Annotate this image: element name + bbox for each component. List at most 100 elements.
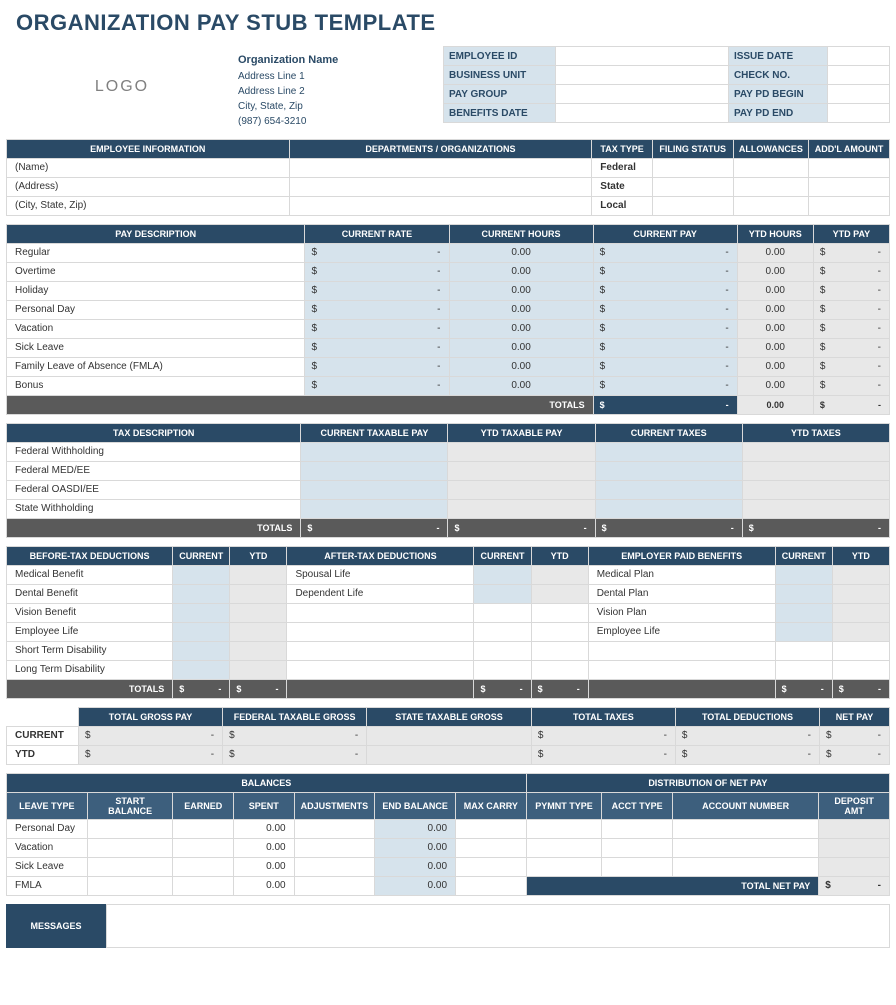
ded-ytd bbox=[230, 565, 287, 584]
ded-cur bbox=[474, 641, 531, 660]
taxtype-cell: Federal bbox=[592, 158, 653, 177]
pay-desc: Overtime bbox=[7, 262, 305, 281]
bal-earned bbox=[173, 819, 234, 838]
col-header: ADJUSTMENTS bbox=[294, 792, 375, 819]
ded-ytd bbox=[531, 584, 588, 603]
ded-ytd bbox=[531, 641, 588, 660]
logo-placeholder: LOGO bbox=[6, 46, 238, 129]
col-header: TOTAL DEDUCTIONS bbox=[675, 707, 819, 726]
ded-cur bbox=[173, 584, 230, 603]
summary-table: TOTAL GROSS PAYFEDERAL TAXABLE GROSSSTAT… bbox=[6, 707, 890, 765]
pay-total-ytdp: - bbox=[813, 395, 889, 414]
taxtype-cell: State bbox=[592, 177, 653, 196]
ded-ytd bbox=[832, 641, 889, 660]
ded-ytd bbox=[832, 565, 889, 584]
col-header: FEDERAL TAXABLE GROSS bbox=[223, 707, 367, 726]
ded-ytd bbox=[230, 660, 287, 679]
pay-desc: Personal Day bbox=[7, 300, 305, 319]
tax-desc: Federal MED/EE bbox=[7, 461, 301, 480]
col-header: YTD bbox=[230, 546, 287, 565]
col-header: SPENT bbox=[234, 792, 295, 819]
tax-tot: - bbox=[742, 518, 889, 537]
pay-rate: - bbox=[305, 300, 449, 319]
col-header: ADD'L AMOUNT bbox=[809, 139, 890, 158]
allow-cell bbox=[733, 158, 809, 177]
ded-after: Spousal Life bbox=[287, 565, 474, 584]
bal-end: 0.00 bbox=[375, 838, 456, 857]
meta-label: EMPLOYEE ID bbox=[444, 47, 556, 66]
ded-tot: - bbox=[832, 679, 889, 698]
dist-amt bbox=[819, 838, 890, 857]
org-name: Organization Name bbox=[238, 52, 443, 69]
meta-label: PAY PD BEGIN bbox=[728, 85, 827, 104]
bal-section: BALANCES bbox=[7, 773, 527, 792]
pay-desc: Bonus bbox=[7, 376, 305, 395]
col-header: DEPARTMENTS / ORGANIZATIONS bbox=[289, 139, 592, 158]
ded-cur bbox=[173, 660, 230, 679]
col-header: CURRENT bbox=[173, 546, 230, 565]
pay-rate: - bbox=[305, 243, 449, 262]
bal-max bbox=[456, 838, 527, 857]
ded-cur bbox=[775, 584, 832, 603]
pay-current: - bbox=[593, 300, 737, 319]
total-net-label: TOTAL NET PAY bbox=[526, 876, 819, 895]
col-header: EARNED bbox=[173, 792, 234, 819]
pay-hours: 0.00 bbox=[449, 338, 593, 357]
deductions-table: BEFORE-TAX DEDUCTIONSCURRENTYTDAFTER-TAX… bbox=[6, 546, 890, 699]
org-phone: (987) 654-3210 bbox=[238, 114, 443, 129]
bal-end: 0.00 bbox=[375, 876, 456, 895]
ded-totals-label: TOTALS bbox=[7, 679, 173, 698]
dist-section: DISTRIBUTION OF NET PAY bbox=[526, 773, 889, 792]
tax-ytd bbox=[742, 461, 889, 480]
ded-ytd bbox=[832, 603, 889, 622]
ded-ytd bbox=[230, 584, 287, 603]
ded-ytd bbox=[531, 622, 588, 641]
tax-ytd-pay bbox=[448, 499, 595, 518]
ded-ytd bbox=[230, 641, 287, 660]
dist-pymnt bbox=[526, 857, 602, 876]
addl-cell bbox=[809, 158, 890, 177]
sum-net: - bbox=[820, 745, 890, 764]
meta-label: BENEFITS DATE bbox=[444, 104, 556, 123]
leave-type: Sick Leave bbox=[7, 857, 88, 876]
pay-hours: 0.00 bbox=[449, 243, 593, 262]
pay-ytdp: - bbox=[813, 243, 889, 262]
pay-rate: - bbox=[305, 338, 449, 357]
col-header: TAX TYPE bbox=[592, 139, 653, 158]
meta-table: EMPLOYEE IDISSUE DATEBUSINESS UNITCHECK … bbox=[443, 46, 890, 123]
sum-state bbox=[367, 726, 532, 745]
dist-acct bbox=[602, 819, 673, 838]
col-header: LEAVE TYPE bbox=[7, 792, 88, 819]
org-line2: Address Line 2 bbox=[238, 84, 443, 99]
dist-acct bbox=[602, 857, 673, 876]
pay-total-pay: - bbox=[593, 395, 737, 414]
tax-cur bbox=[595, 480, 742, 499]
pay-current: - bbox=[593, 376, 737, 395]
meta-label: PAY PD END bbox=[728, 104, 827, 123]
dist-num bbox=[672, 819, 818, 838]
tax-desc: Federal OASDI/EE bbox=[7, 480, 301, 499]
col-header: TOTAL TAXES bbox=[531, 707, 675, 726]
pay-rate: - bbox=[305, 319, 449, 338]
ded-cur bbox=[775, 641, 832, 660]
tax-totals-label: TOTALS bbox=[7, 518, 301, 537]
header-area: LOGO Organization Name Address Line 1 Ad… bbox=[6, 46, 890, 129]
col-header: CURRENT PAY bbox=[593, 224, 737, 243]
ded-tot: - bbox=[173, 679, 230, 698]
taxtype-cell: Local bbox=[592, 196, 653, 215]
allow-cell bbox=[733, 196, 809, 215]
meta-label: BUSINESS UNIT bbox=[444, 66, 556, 85]
pay-ytdh: 0.00 bbox=[737, 338, 813, 357]
ded-after bbox=[287, 622, 474, 641]
pay-total-ytdh: 0.00 bbox=[737, 395, 813, 414]
bal-adj bbox=[294, 876, 375, 895]
pay-totals-label: TOTALS bbox=[7, 395, 594, 414]
bal-max bbox=[456, 857, 527, 876]
ded-cur bbox=[474, 660, 531, 679]
ded-emp: Dental Plan bbox=[588, 584, 775, 603]
tax-cur bbox=[595, 499, 742, 518]
col-header: CURRENT HOURS bbox=[449, 224, 593, 243]
meta-value bbox=[828, 85, 890, 104]
col-header: BEFORE-TAX DEDUCTIONS bbox=[7, 546, 173, 565]
ded-cur bbox=[775, 565, 832, 584]
